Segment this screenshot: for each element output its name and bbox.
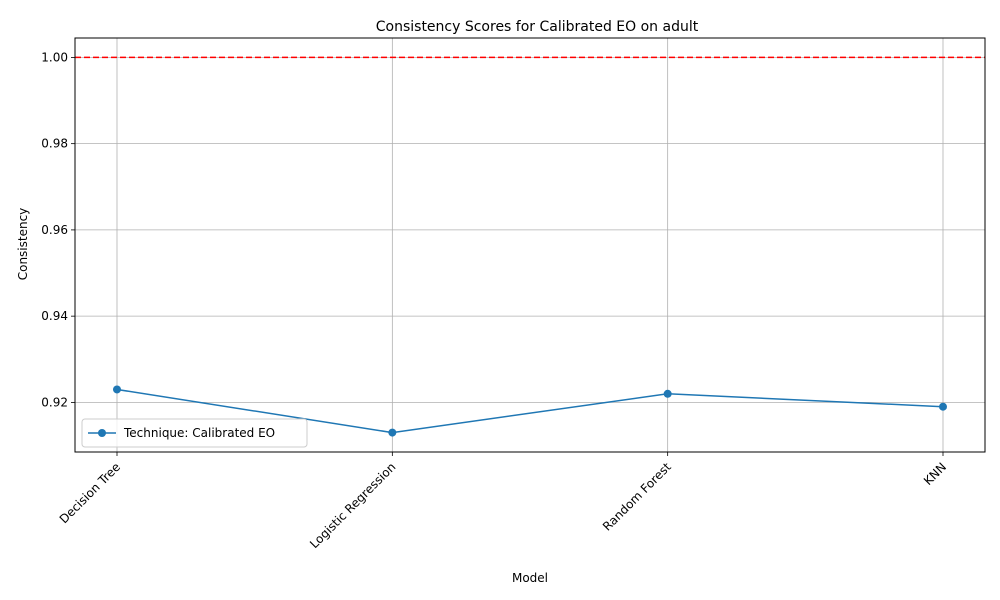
series-group (113, 385, 947, 437)
plot-frame (74, 37, 986, 453)
y-axis-ticks: 0.92 0.94 0.96 0.98 1.00 (41, 50, 75, 409)
y-tick-label: 0.98 (41, 137, 68, 151)
y-tick-label: 0.96 (41, 223, 68, 237)
y-axis-label: Consistency (16, 208, 30, 281)
data-point (113, 385, 121, 394)
data-point (663, 389, 672, 398)
chart-title: Consistency Scores for Calibrated EO on … (376, 19, 699, 35)
legend-label: Technique: Calibrated EO (123, 426, 275, 440)
legend: Technique: Calibrated EO (81, 418, 308, 448)
legend-box (81, 418, 308, 448)
x-axis-label: Model (512, 571, 548, 585)
data-point (388, 428, 397, 437)
data-point (939, 402, 947, 411)
y-tick-label: 0.94 (41, 309, 68, 323)
legend-marker-swatch (98, 429, 106, 437)
y-tick-label: 0.92 (41, 395, 68, 409)
series-line (116, 388, 944, 434)
y-tick-label: 1.00 (41, 50, 68, 64)
